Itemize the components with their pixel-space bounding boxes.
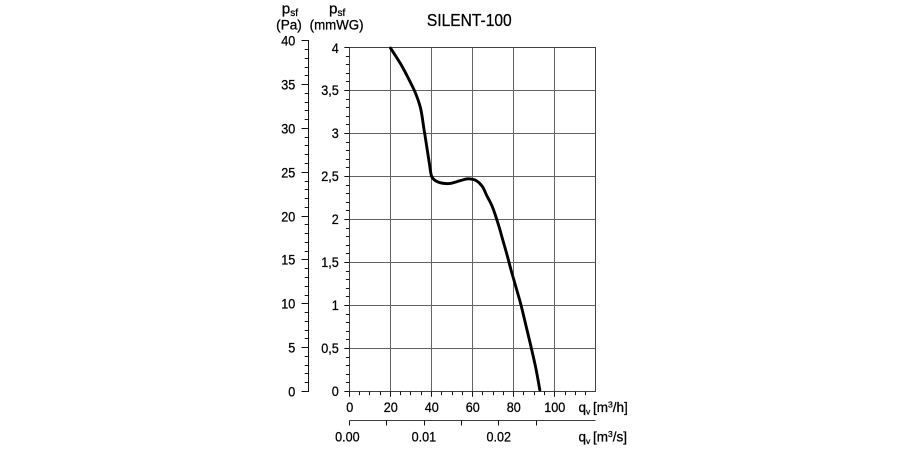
svg-text:0: 0: [288, 384, 295, 400]
svg-text:5: 5: [288, 340, 295, 356]
svg-text:(Pa): (Pa): [276, 17, 302, 32]
svg-text:80: 80: [507, 399, 521, 415]
svg-text:psf: psf: [329, 1, 345, 19]
svg-text:25: 25: [281, 165, 295, 181]
svg-text:1,5: 1,5: [321, 254, 339, 270]
svg-text:3,5: 3,5: [321, 82, 339, 98]
svg-text:20: 20: [281, 209, 295, 225]
svg-text:1: 1: [332, 297, 339, 313]
svg-text:0: 0: [332, 383, 339, 399]
svg-text:2: 2: [332, 211, 339, 227]
svg-text:40: 40: [425, 399, 439, 415]
svg-text:20: 20: [384, 399, 398, 415]
svg-text:0,5: 0,5: [321, 340, 339, 356]
svg-text:qv [m3/h]: qv [m3/h]: [579, 399, 628, 416]
svg-text:3: 3: [332, 125, 339, 141]
svg-text:15: 15: [281, 252, 295, 268]
svg-text:35: 35: [281, 77, 295, 93]
svg-text:10: 10: [281, 296, 295, 312]
svg-text:40: 40: [281, 33, 295, 49]
svg-text:30: 30: [281, 121, 295, 137]
svg-text:0.00: 0.00: [335, 429, 359, 445]
svg-text:SILENT-100: SILENT-100: [427, 10, 512, 30]
svg-text:4: 4: [332, 40, 339, 56]
svg-text:0.02: 0.02: [487, 429, 511, 445]
svg-text:0: 0: [346, 399, 353, 415]
svg-text:60: 60: [466, 399, 480, 415]
svg-text:100: 100: [544, 399, 565, 415]
svg-text:0.01: 0.01: [412, 429, 436, 445]
svg-text:2,5: 2,5: [321, 168, 339, 184]
svg-text:psf: psf: [282, 1, 298, 19]
svg-text:qv [m3/s]: qv [m3/s]: [579, 429, 628, 446]
svg-text:(mmWG): (mmWG): [310, 17, 364, 32]
